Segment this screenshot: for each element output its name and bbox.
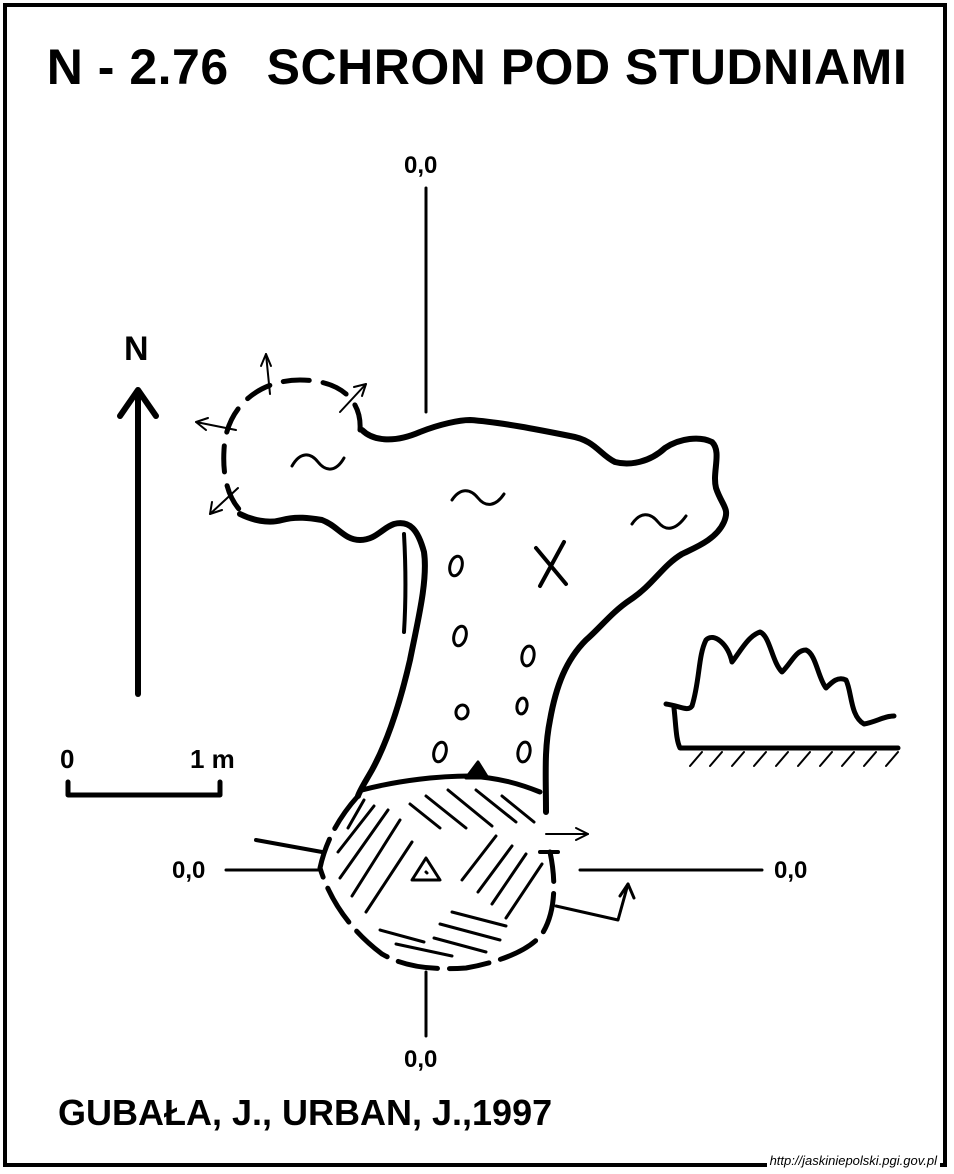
axis-label-right: 0,0 <box>774 857 808 884</box>
axis-label-bottom: 0,0 <box>404 1046 438 1073</box>
source-url: http://jaskiniepolski.pgi.gov.pl <box>766 1153 940 1168</box>
scale-start-label: 0 <box>60 744 75 774</box>
cave-code: N - 2.76 <box>46 39 229 95</box>
cross-symbol <box>534 540 568 588</box>
authors-credit: GUBAŁA, J., URBAN, J.,1997 <box>58 1092 553 1133</box>
scale-bar <box>65 779 223 798</box>
cross-section-base <box>671 705 901 751</box>
dashed-chamber-outline <box>221 377 363 517</box>
cave-inner-wall-left <box>402 532 408 634</box>
slope-arrow-head <box>618 882 636 900</box>
axis-label-left: 0,0 <box>172 857 206 884</box>
entrance-marker-dot <box>424 870 429 875</box>
entrance-shaft-top <box>359 773 543 795</box>
slope-arrow-icon <box>554 882 630 922</box>
entrance-ledge-lines <box>254 838 560 854</box>
ground-hatching <box>689 751 899 767</box>
cave-outline-main <box>359 417 730 815</box>
cave-name: SCHRON POD STUDNIAMI <box>266 39 908 95</box>
tilde-symbols <box>290 453 688 530</box>
entrance-triangle <box>464 760 490 780</box>
axis-lines <box>224 186 764 1038</box>
cross-section-profile <box>663 629 897 727</box>
map-frame <box>3 3 947 1167</box>
map-title: N - 2.76 SCHRON POD STUDNIAMI <box>0 38 954 96</box>
north-label: N <box>124 330 149 368</box>
north-arrow-icon <box>117 387 159 697</box>
scale-end-label: 1 m <box>190 744 235 774</box>
rubble-symbols <box>432 554 536 764</box>
entrance-marker-triangle <box>410 856 442 882</box>
entrance-shaft-outline <box>317 793 557 972</box>
entrance-hatching <box>336 788 544 958</box>
cave-outline-upper-left <box>237 511 428 799</box>
axis-label-top: 0,0 <box>404 152 438 179</box>
continuation-arrows <box>195 353 589 841</box>
